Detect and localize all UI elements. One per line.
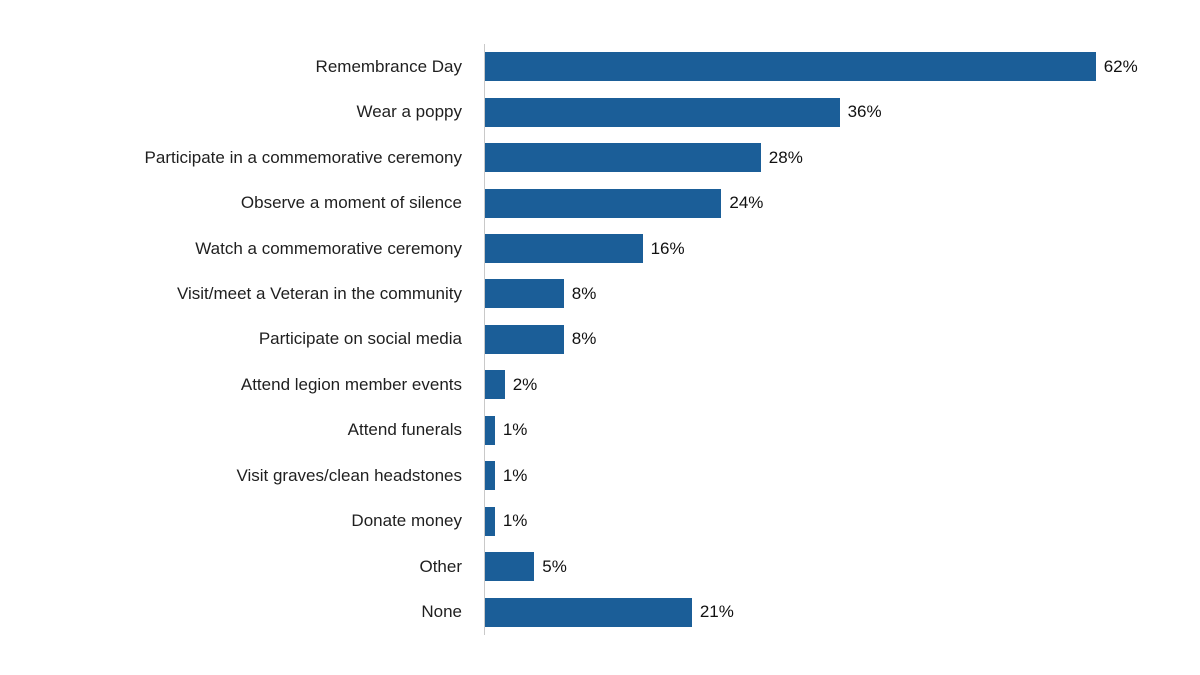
category-label: Visit graves/clean headstones [236, 465, 462, 485]
category-label: Watch a commemorative ceremony [195, 238, 462, 258]
value-label: 1% [502, 420, 528, 440]
value-label: 28% [768, 147, 803, 167]
chart-row: Observe a moment of silence 24% [0, 180, 1200, 225]
chart-row: Visit/meet a Veteran in the community 8% [0, 271, 1200, 316]
category-label: Attend legion member events [240, 374, 462, 394]
chart-row: Participate in a commemorative ceremony … [0, 135, 1200, 180]
category-label: Wear a poppy [356, 102, 462, 122]
value-label: 8% [571, 283, 597, 303]
value-label: 16% [650, 238, 685, 258]
chart-row: None 21% [0, 589, 1200, 634]
bar-cell: 21% [485, 589, 1200, 634]
category-label: Participate in a commemorative ceremony [144, 147, 462, 167]
chart-row: Participate on social media 8% [0, 317, 1200, 362]
chart-row: Attend funerals 1% [0, 408, 1200, 453]
bar [485, 234, 643, 264]
bar-cell: 36% [485, 89, 1200, 134]
bar [485, 97, 840, 127]
bar [485, 279, 564, 309]
value-label: 62% [1103, 56, 1138, 76]
category-label: Other [419, 556, 462, 576]
bar [485, 415, 495, 445]
value-label: 2% [512, 374, 538, 394]
chart-row: Wear a poppy 36% [0, 89, 1200, 134]
bar-cell: 1% [485, 408, 1200, 453]
chart-row: Visit graves/clean headstones 1% [0, 453, 1200, 498]
bar-cell: 8% [485, 317, 1200, 362]
value-label: 5% [542, 556, 567, 576]
value-label: 21% [699, 602, 734, 622]
bar [485, 52, 1096, 82]
bar [485, 143, 761, 173]
bar [485, 188, 722, 218]
chart-row: Attend legion member events 2% [0, 362, 1200, 407]
bar [485, 506, 495, 536]
value-label: 24% [729, 193, 764, 213]
value-label: 1% [502, 511, 528, 531]
bar-cell: 8% [485, 271, 1200, 316]
category-label: Donate money [351, 511, 462, 531]
bar-cell: 28% [485, 135, 1200, 180]
bar-cell: 2% [485, 362, 1200, 407]
bar-cell: 62% [485, 44, 1200, 89]
category-label: Participate on social media [258, 329, 462, 349]
category-label: Attend funerals [347, 420, 462, 440]
category-label: Visit/meet a Veteran in the community [176, 283, 462, 303]
bar-chart: Remembrance Day 62% Wear a poppy 36% Par… [0, 44, 1200, 635]
bar [485, 461, 495, 491]
bar-cell: 1% [485, 499, 1200, 544]
bar [485, 370, 505, 400]
bar-cell: 1% [485, 453, 1200, 498]
bar [485, 597, 692, 627]
category-label: Remembrance Day [315, 56, 462, 76]
chart-row: Other 5% [0, 544, 1200, 589]
chart-row: Donate money 1% [0, 499, 1200, 544]
category-label: None [421, 602, 462, 622]
chart-row: Remembrance Day 62% [0, 44, 1200, 89]
bar-cell: 24% [485, 180, 1200, 225]
bar-cell: 16% [485, 226, 1200, 271]
bar [485, 324, 564, 354]
bar [485, 552, 535, 582]
value-label: 1% [502, 465, 528, 485]
category-label: Observe a moment of silence [240, 193, 462, 213]
chart-rows: Remembrance Day 62% Wear a poppy 36% Par… [0, 44, 1200, 635]
chart-row: Watch a commemorative ceremony 16% [0, 226, 1200, 271]
y-axis-line [484, 44, 485, 635]
value-label: 8% [571, 329, 597, 349]
bar-cell: 5% [485, 544, 1200, 589]
value-label: 36% [847, 102, 882, 122]
